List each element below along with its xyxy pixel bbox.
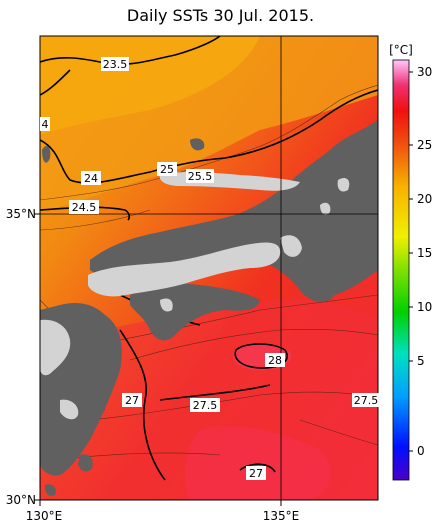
colorbar-tick: 10: [417, 300, 432, 314]
lon-label-135e: 135°E: [263, 509, 300, 523]
colorbar-tick: 15: [417, 246, 432, 260]
contour-label: 24: [84, 172, 98, 185]
colorbar-tick: 5: [417, 354, 425, 368]
contour-label: 25.5: [188, 170, 213, 183]
lon-label-130e: 130°E: [26, 509, 63, 523]
map-frame: [39, 35, 379, 501]
lat-label-30n: 30°N: [6, 493, 36, 507]
contour-label: 24.5: [72, 201, 97, 214]
colorbar: [°C] 30 25 20 15 10 5 0: [389, 43, 432, 481]
contour-label: 28: [268, 354, 282, 367]
contour-label: 25: [160, 163, 174, 176]
contour-label: 27.5: [193, 399, 218, 412]
contour-label: 4: [42, 118, 49, 131]
lat-label-35n: 35°N: [6, 207, 36, 221]
map-title: Daily SSTs 30 Jul. 2015.: [126, 6, 315, 25]
contour-label: 27: [249, 467, 263, 480]
contour-label: 27.5: [354, 394, 379, 407]
colorbar-tick: 20: [417, 192, 432, 206]
contour-labels: 23.5 4 24 24.5 25 25.5 28 27 27.5 27.5 2…: [40, 57, 380, 480]
colorbar-tick: 25: [417, 138, 432, 152]
contour-label: 27: [125, 394, 139, 407]
colorbar-tick: 0: [417, 444, 425, 458]
colorbar-unit: [°C]: [389, 43, 413, 57]
contour-label: 23.5: [103, 58, 128, 71]
colorbar-tick: 30: [417, 65, 432, 79]
